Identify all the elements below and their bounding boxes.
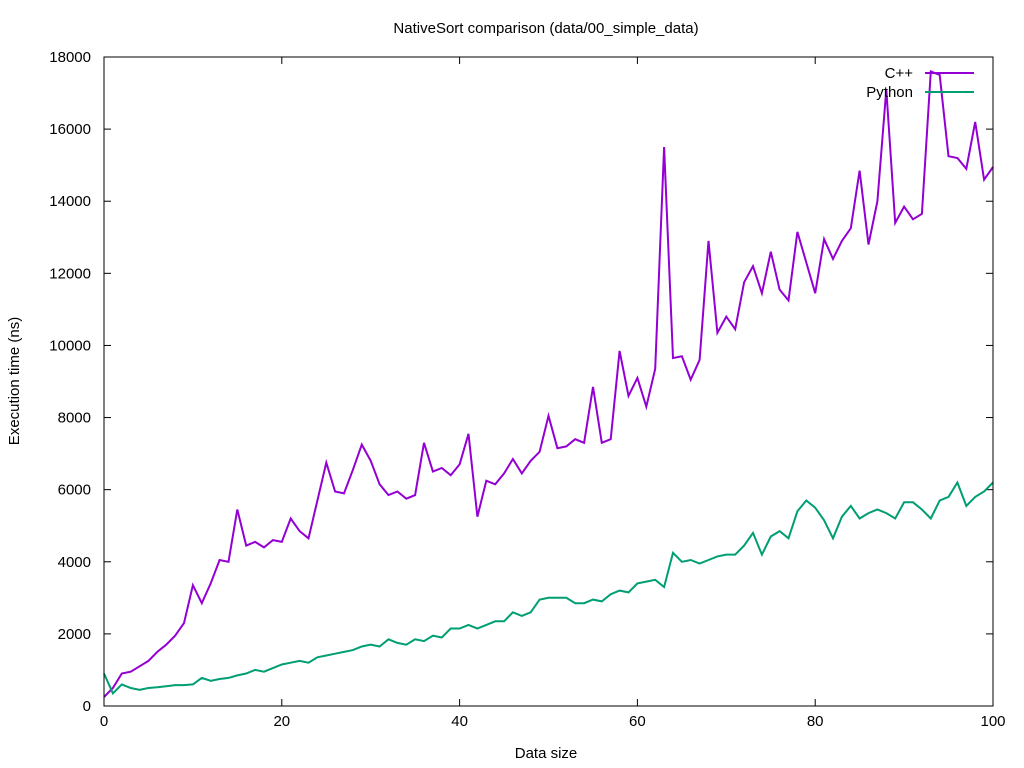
plot-frame — [103, 56, 994, 707]
y-tick-label: 12000 — [49, 265, 91, 282]
y-axis-label: Execution time (ns) — [6, 317, 23, 445]
legend-label: C++ — [885, 65, 914, 82]
x-axis-label: Data size — [515, 745, 578, 762]
y-tick-label: 10000 — [49, 337, 91, 354]
y-tick-label: 18000 — [49, 49, 91, 66]
legend-label: Python — [866, 84, 913, 101]
y-tick-label: 6000 — [58, 482, 91, 499]
y-tick-label: 8000 — [58, 410, 91, 427]
x-tick-label: 60 — [629, 713, 646, 730]
axis-ticks: 0 20 40 60 80 100 0 2000 4000 6000 8000 10000 12000 1… — [49, 49, 1005, 730]
series-lines — [103, 69, 994, 698]
y-tick-label: 14000 — [49, 193, 91, 210]
legend: C++ Python — [866, 65, 974, 101]
chart-title: NativeSort comparison (data/00_simple_da… — [393, 20, 698, 37]
series-line — [103, 480, 994, 696]
y-tick-label: 4000 — [58, 554, 91, 571]
x-tick-label: 100 — [980, 713, 1005, 730]
x-tick-label: 0 — [100, 713, 108, 730]
y-tick-label: 16000 — [49, 121, 91, 138]
x-tick-label: 20 — [273, 713, 290, 730]
series-line — [103, 69, 994, 698]
series-1 — [103, 480, 994, 696]
x-tick-label: 80 — [807, 713, 824, 730]
series-0 — [103, 69, 994, 698]
y-tick-label: 0 — [83, 698, 91, 715]
y-tick-label: 2000 — [58, 626, 91, 643]
x-tick-label: 40 — [451, 713, 468, 730]
